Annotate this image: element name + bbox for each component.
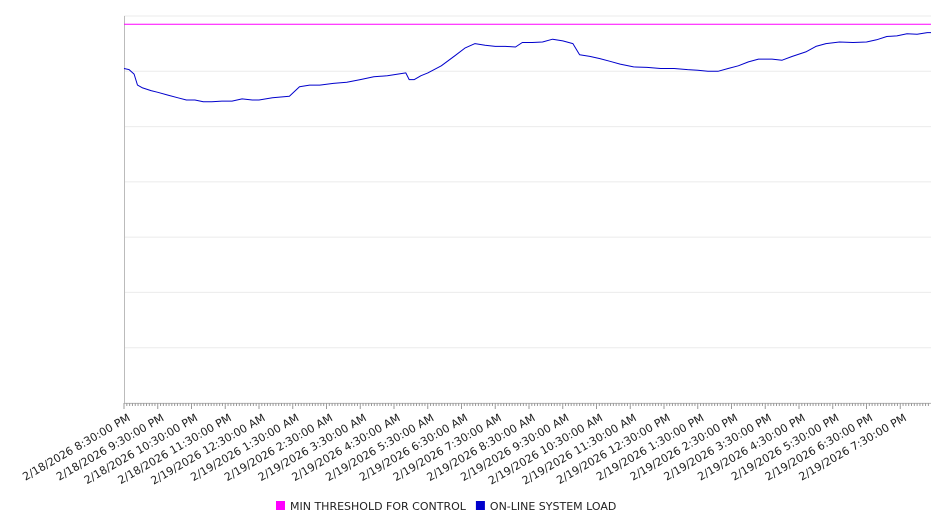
legend-label: ON-LINE SYSTEM LOAD xyxy=(490,500,616,513)
x-tick-labels: 2/18/2026 8:30:00 PM2/18/2026 9:30:00 PM… xyxy=(20,411,908,487)
series-lines xyxy=(123,23,931,103)
series-line-1 xyxy=(123,32,931,103)
legend-swatch xyxy=(475,501,485,510)
legend-label: MIN THRESHOLD FOR CONTROL xyxy=(290,500,467,513)
legend-swatch xyxy=(276,501,285,510)
gridlines xyxy=(124,15,931,404)
legend: MIN THRESHOLD FOR CONTROL ON-LINE SYSTEM … xyxy=(276,500,616,513)
x-axis xyxy=(123,16,931,409)
